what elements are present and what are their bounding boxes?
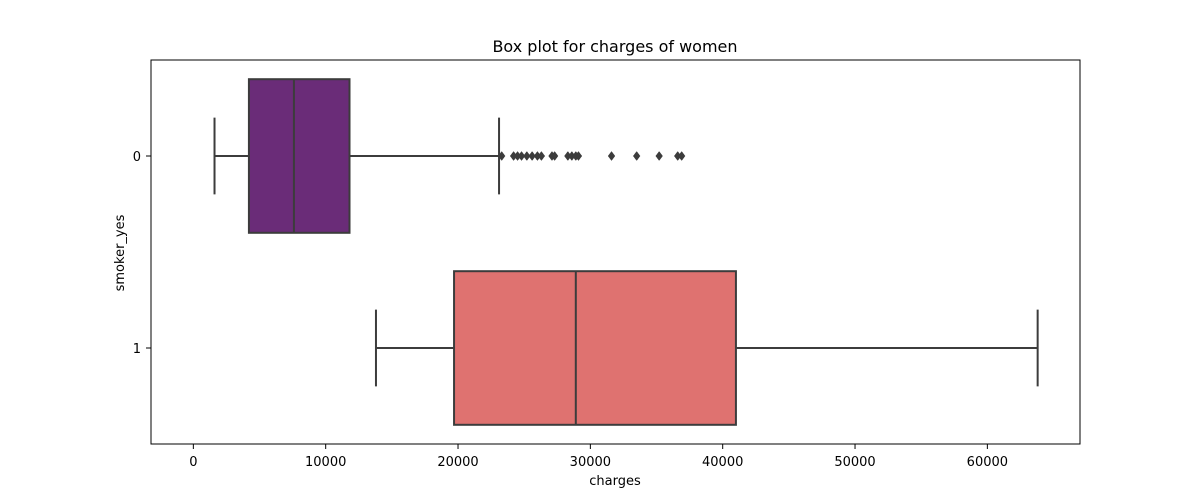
outlier-point xyxy=(537,151,546,161)
outlier-point xyxy=(574,151,583,161)
x-tick-label: 40000 xyxy=(702,455,743,470)
y-tick-label: 1 xyxy=(133,342,141,357)
box-iqr xyxy=(247,78,351,234)
outlier-point xyxy=(517,151,526,161)
x-tick-label: 60000 xyxy=(967,455,1008,470)
y-axis-label: smoker_yes xyxy=(113,214,128,291)
box-iqr xyxy=(453,270,737,426)
plot-area: 0 10000 20000 30000 40000 50000 60000 0 1 xyxy=(133,59,1081,470)
x-tick-label: 30000 xyxy=(570,455,611,470)
outlier-point xyxy=(607,151,616,161)
x-tick-label: 20000 xyxy=(437,455,478,470)
chart-title: Box plot for charges of women xyxy=(492,37,737,56)
x-tick-label: 0 xyxy=(189,455,197,470)
outlier-point xyxy=(498,151,506,161)
plot-frame xyxy=(150,59,1081,445)
x-tick-label: 10000 xyxy=(305,455,346,470)
outlier-point xyxy=(677,151,686,161)
y-tick-label: 0 xyxy=(133,150,141,165)
outlier-point xyxy=(632,151,641,161)
outlier-point xyxy=(523,151,531,161)
x-axis-label: charges xyxy=(589,474,641,489)
outlier-point xyxy=(528,151,536,161)
outlier-point xyxy=(550,151,559,161)
outlier-point xyxy=(655,151,663,161)
x-tick-label: 50000 xyxy=(834,455,875,470)
